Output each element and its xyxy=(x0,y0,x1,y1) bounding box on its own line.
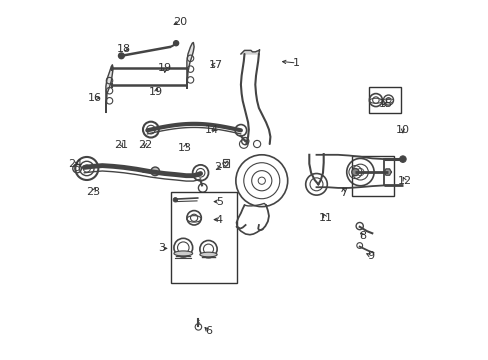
Text: 17: 17 xyxy=(208,60,223,70)
Text: 14: 14 xyxy=(204,125,219,135)
Circle shape xyxy=(173,41,178,46)
Circle shape xyxy=(399,156,406,162)
Text: 22: 22 xyxy=(138,140,152,150)
Text: 5: 5 xyxy=(215,197,223,207)
Ellipse shape xyxy=(200,252,217,257)
Bar xyxy=(368,87,400,113)
Text: 1: 1 xyxy=(293,58,300,68)
Polygon shape xyxy=(241,50,259,54)
Text: 7: 7 xyxy=(339,188,346,198)
Circle shape xyxy=(151,167,159,176)
Text: 9: 9 xyxy=(366,251,373,261)
Text: 16: 16 xyxy=(88,93,102,103)
Text: 11: 11 xyxy=(318,213,332,223)
Ellipse shape xyxy=(174,251,192,256)
Text: 6: 6 xyxy=(204,326,212,336)
Text: 18: 18 xyxy=(117,44,131,54)
Bar xyxy=(351,156,393,196)
Text: 21: 21 xyxy=(114,140,128,150)
Polygon shape xyxy=(106,65,113,112)
Text: 2: 2 xyxy=(214,162,221,172)
Polygon shape xyxy=(384,169,390,175)
Text: 20: 20 xyxy=(172,17,186,27)
Text: 8: 8 xyxy=(359,231,366,241)
Circle shape xyxy=(118,53,124,59)
Text: 19: 19 xyxy=(149,87,163,97)
Bar xyxy=(170,192,237,283)
Text: 24: 24 xyxy=(68,159,82,169)
Polygon shape xyxy=(186,42,194,88)
Text: 15: 15 xyxy=(378,99,392,109)
Text: 10: 10 xyxy=(395,125,409,135)
Bar xyxy=(223,159,229,167)
Circle shape xyxy=(173,198,177,202)
Text: 4: 4 xyxy=(215,215,223,225)
Text: 19: 19 xyxy=(158,63,172,73)
Text: 3: 3 xyxy=(158,243,165,253)
Text: 13: 13 xyxy=(178,143,192,153)
Circle shape xyxy=(351,168,358,176)
Text: 12: 12 xyxy=(397,176,411,186)
Text: 23: 23 xyxy=(86,186,100,197)
